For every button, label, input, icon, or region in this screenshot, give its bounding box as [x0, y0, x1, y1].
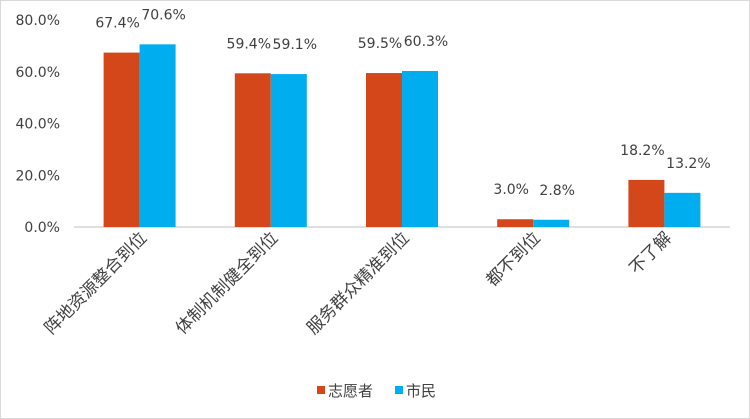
- y-tick-label: 80.0%: [16, 13, 60, 29]
- legend-label: 市民: [406, 382, 436, 400]
- data-label: 67.4%: [95, 16, 139, 32]
- legend-swatch: [317, 386, 325, 394]
- bar-volunteer: [628, 179, 665, 227]
- y-tick-label: 20.0%: [16, 168, 60, 184]
- x-category-label: 阵地资源整合到位: [41, 228, 151, 338]
- data-label: 59.5%: [358, 36, 402, 52]
- bar-volunteer: [497, 219, 534, 227]
- y-tick-label: 60.0%: [16, 65, 60, 81]
- data-label: 13.2%: [666, 156, 710, 172]
- data-label: 18.2%: [620, 143, 664, 159]
- data-label: 59.1%: [273, 37, 317, 53]
- bar-citizen: [139, 44, 176, 228]
- data-label: 59.4%: [227, 36, 271, 52]
- data-label: 60.3%: [404, 34, 448, 50]
- x-category-label: 不了解: [626, 228, 676, 278]
- bar-volunteer: [366, 73, 402, 227]
- data-label: 70.6%: [141, 7, 185, 23]
- y-tick-label: 40.0%: [16, 117, 60, 133]
- bar-citizen: [533, 219, 570, 227]
- data-label: 2.8%: [539, 183, 575, 199]
- bar-citizen: [664, 192, 701, 227]
- bar-volunteer: [234, 73, 271, 228]
- x-category-label: 服务群众精准到位: [303, 228, 413, 338]
- data-label: 3.0%: [493, 182, 529, 198]
- x-category-label: 都不到位: [483, 228, 545, 290]
- legend-label: 志愿者: [328, 382, 373, 400]
- bar-citizen: [402, 70, 438, 227]
- y-tick-label: 0.0%: [24, 220, 60, 236]
- x-category-label: 体制机制健全到位: [172, 228, 282, 338]
- legend-swatch: [395, 386, 403, 394]
- bar-volunteer: [103, 52, 140, 227]
- bar-citizen: [270, 74, 307, 227]
